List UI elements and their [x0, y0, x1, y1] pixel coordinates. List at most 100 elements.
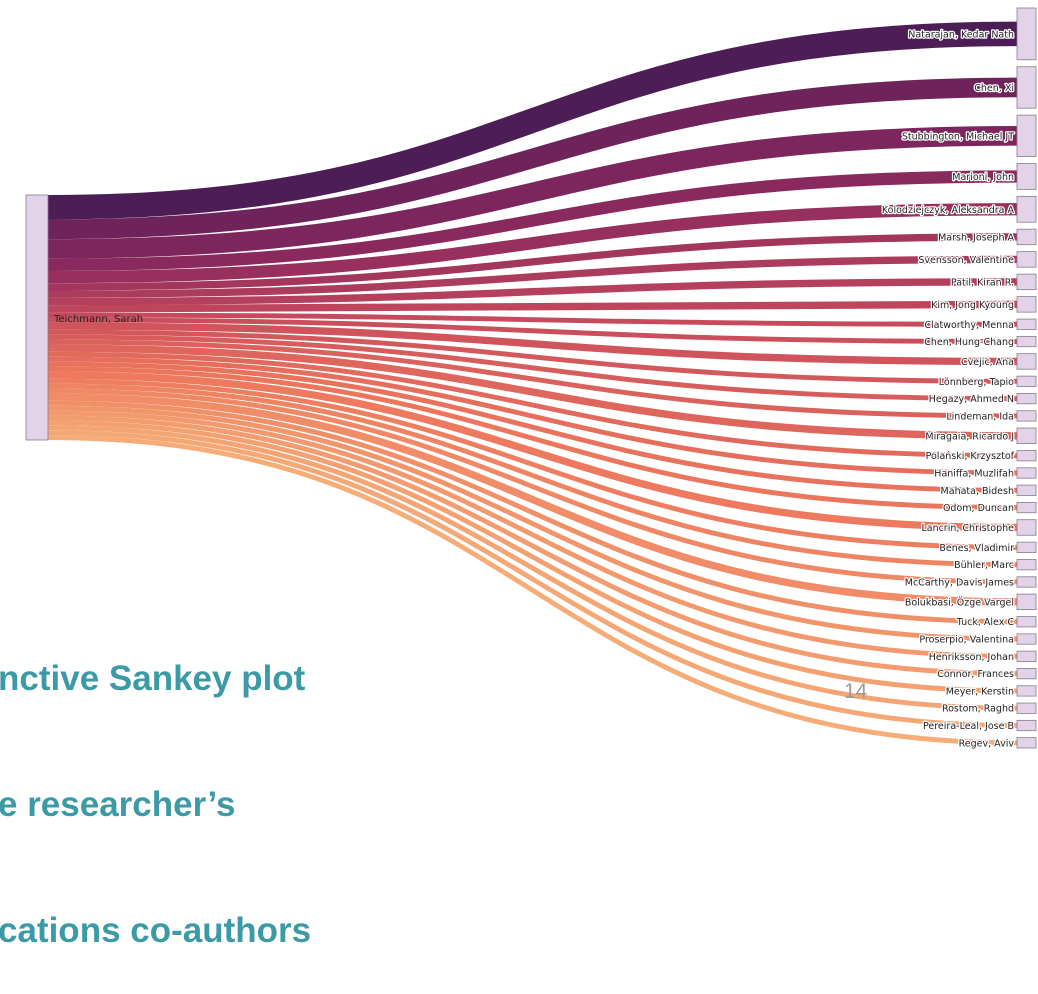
sankey-target-node[interactable]: [1016, 273, 1037, 291]
sankey-link[interactable]: [47, 425, 1018, 711]
target-label: Marsh, Joseph A: [938, 232, 1014, 243]
target-label: Regev, Aviv: [959, 738, 1015, 749]
target-label: Tuck, Alex C: [956, 617, 1015, 628]
target-label: Mahata, Bidesh: [941, 486, 1014, 497]
sankey-target-node[interactable]: [1016, 410, 1037, 422]
sankey-link[interactable]: [47, 405, 1018, 642]
sankey-link[interactable]: [47, 420, 1018, 694]
caption-line-2: e researcher’s: [0, 785, 236, 824]
sankey-link[interactable]: [47, 339, 1018, 419]
sankey-target-node[interactable]: [1016, 685, 1037, 697]
sankey-link[interactable]: [47, 356, 1018, 476]
target-label: Haniffa, Muzlifah: [934, 468, 1014, 479]
target-label: Patil, Kiran R.: [951, 277, 1014, 288]
target-label: Chen, Hung-Chang: [924, 337, 1014, 348]
sankey-link[interactable]: [47, 255, 1018, 298]
target-label: Odom, Duncan: [943, 503, 1014, 514]
sankey-link[interactable]: [47, 334, 1018, 402]
sankey-links: [47, 21, 1018, 746]
sankey-target-node[interactable]: [1016, 251, 1037, 268]
target-label: Lindeman, Ida: [946, 411, 1014, 422]
sankey-target-node[interactable]: [1016, 427, 1037, 444]
sankey-link[interactable]: [47, 312, 1018, 327]
target-label: Clatworthy, Menna: [924, 320, 1014, 331]
target-label: Rostom, Raghd: [942, 704, 1014, 715]
sankey-target-node[interactable]: [1016, 737, 1037, 749]
sankey-target-node[interactable]: [1016, 616, 1037, 628]
sankey-link[interactable]: [47, 435, 1018, 746]
target-label: Miragaia, Ricardo J: [925, 431, 1014, 442]
sankey-link[interactable]: [47, 278, 1018, 306]
target-label: Stubbington, Michael JT: [902, 131, 1014, 142]
sankey-link[interactable]: [47, 366, 1018, 511]
sankey-target-node[interactable]: [1016, 702, 1037, 714]
target-label: Benes, Vladimir: [939, 543, 1014, 554]
target-label: Meyer, Kerstin: [946, 686, 1014, 697]
sankey-target-node[interactable]: [1016, 519, 1037, 536]
sankey-link[interactable]: [47, 77, 1018, 240]
sankey-link[interactable]: [47, 400, 1018, 625]
sankey-link[interactable]: [47, 126, 1018, 259]
sankey-target-node[interactable]: [1016, 450, 1037, 462]
sankey-target-node[interactable]: [1016, 502, 1037, 514]
sankey-labels: Natarajan, Kedar Nath Chen, Xi Stubbington…: [53, 28, 1016, 750]
caption-line-1: nctive Sankey plot: [0, 659, 306, 698]
sankey-nodes: [25, 7, 1037, 749]
sankey-link[interactable]: [47, 393, 1018, 606]
target-label: Henriksson, Johan: [929, 652, 1014, 663]
sankey-target-node[interactable]: [1016, 484, 1037, 496]
sankey-target-node[interactable]: [1016, 318, 1037, 330]
page-number: 14: [844, 680, 868, 703]
sankey-target-node[interactable]: [1016, 296, 1037, 313]
sankey-link[interactable]: [47, 378, 1018, 550]
sankey-target-node[interactable]: [1016, 163, 1037, 190]
sankey-link[interactable]: [47, 203, 1018, 284]
sankey-target-node[interactable]: [1016, 668, 1037, 680]
sankey-link[interactable]: [47, 371, 1018, 532]
sankey-link[interactable]: [47, 329, 1018, 384]
sankey-link[interactable]: [47, 351, 1018, 459]
sankey-target-node[interactable]: [1016, 633, 1037, 645]
sankey-target-node[interactable]: [1016, 114, 1037, 157]
target-label: Chen, Xi: [974, 83, 1014, 94]
sankey-target-node[interactable]: [1016, 228, 1037, 246]
sankey-target-node[interactable]: [1016, 593, 1037, 611]
sankey-link[interactable]: [47, 317, 1018, 345]
sankey-link[interactable]: [47, 322, 1018, 366]
target-label: Kim, Jong Kyoung: [931, 300, 1014, 311]
sankey-link[interactable]: [47, 430, 1018, 728]
sankey-link[interactable]: [47, 388, 1018, 585]
sankey-link[interactable]: [47, 361, 1018, 493]
sankey-link[interactable]: [47, 233, 1018, 291]
sankey-target-node[interactable]: [1016, 195, 1037, 223]
sankey-link[interactable]: [47, 170, 1018, 271]
target-label: Proserpio, Valentina: [919, 635, 1014, 646]
sankey-target-node[interactable]: [1016, 576, 1037, 588]
source-label: Teichmann, Sarah: [53, 314, 143, 325]
sankey-target-node[interactable]: [1016, 559, 1037, 571]
sankey-link[interactable]: [47, 21, 1018, 220]
sankey-target-node[interactable]: [1016, 467, 1037, 479]
sankey-link[interactable]: [47, 383, 1018, 568]
sankey-target-node[interactable]: [1016, 7, 1037, 61]
target-label: Marioni, John: [952, 172, 1014, 183]
target-label: Bolukbasi, Özge Vargel: [905, 597, 1014, 608]
sankey-link[interactable]: [47, 410, 1018, 659]
sankey-target-node[interactable]: [1016, 650, 1037, 662]
sankey-target-node[interactable]: [1016, 335, 1037, 348]
target-label: McCarthy, Davis James: [905, 577, 1014, 588]
sankey-target-node[interactable]: [1016, 66, 1037, 109]
caption-line-3: cations co-authors: [0, 911, 312, 950]
target-label: Lancrin, Christophe: [921, 523, 1014, 534]
sankey-source-node[interactable]: [25, 194, 49, 441]
sankey-target-node[interactable]: [1016, 353, 1037, 370]
sankey-link[interactable]: [47, 300, 1018, 313]
sankey-target-node[interactable]: [1016, 393, 1037, 405]
sankey-target-node[interactable]: [1016, 541, 1037, 553]
target-label: Connor, Frances: [937, 669, 1014, 680]
sankey-target-node[interactable]: [1016, 375, 1037, 387]
sankey-link[interactable]: [47, 344, 1018, 440]
sankey-target-node[interactable]: [1016, 719, 1037, 732]
target-label: Polański, Krzysztof: [926, 451, 1015, 462]
sankey-link[interactable]: [47, 415, 1018, 677]
